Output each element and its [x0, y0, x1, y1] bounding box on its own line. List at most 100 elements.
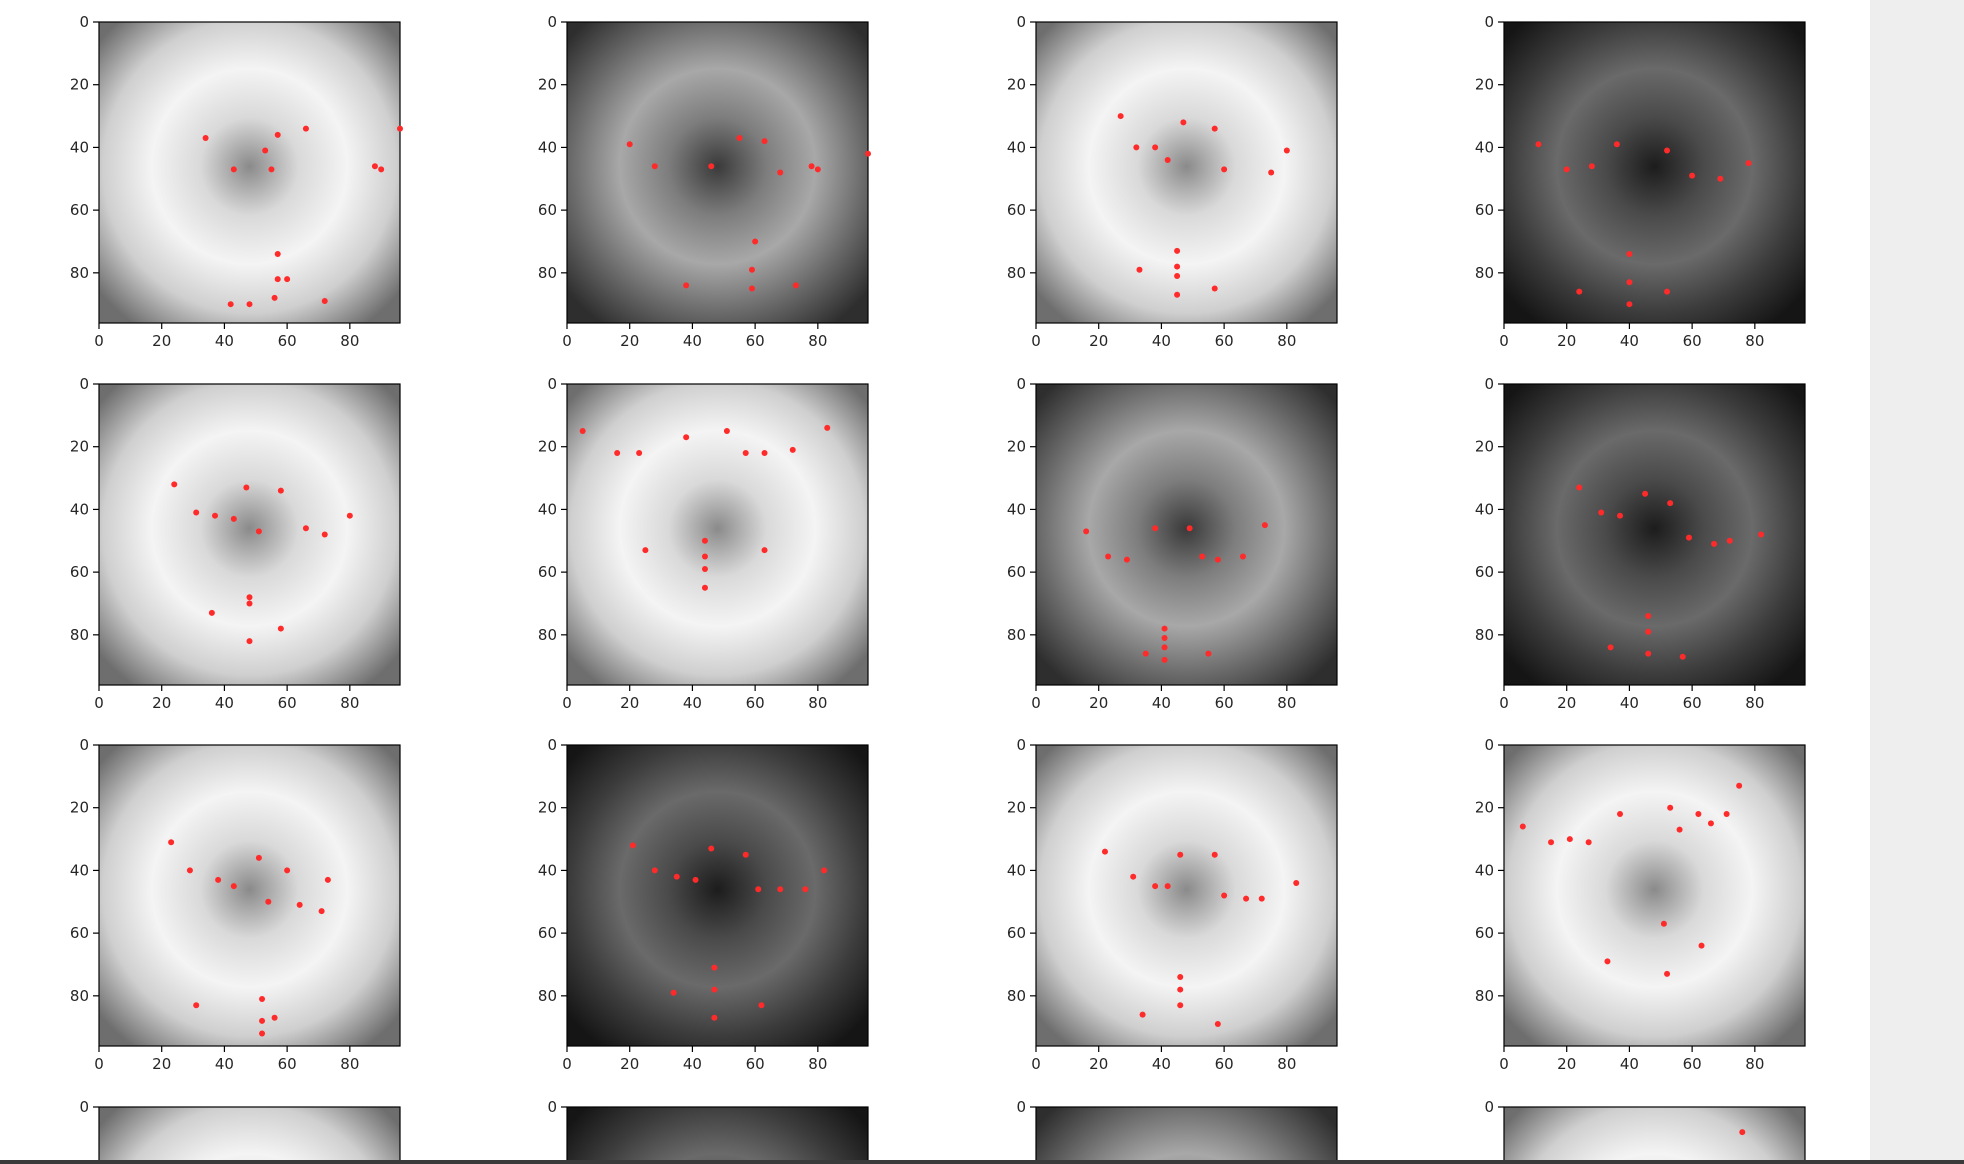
y-tick-label: 20	[1475, 799, 1494, 817]
keypoint-marker	[1758, 531, 1765, 538]
keypoint-marker	[1660, 920, 1667, 927]
keypoint-marker	[321, 531, 328, 538]
keypoint-marker	[1161, 656, 1168, 663]
keypoint-marker	[1626, 301, 1633, 308]
keypoint-marker	[1161, 644, 1168, 651]
keypoint-marker	[246, 600, 253, 607]
keypoint-marker	[789, 446, 796, 453]
y-tick-label: 60	[70, 201, 89, 219]
x-tick-label: 80	[808, 694, 827, 712]
x-tick-label: 80	[340, 694, 359, 712]
y-tick-label: 80	[538, 264, 557, 282]
y-tick-label: 60	[70, 563, 89, 581]
keypoint-marker	[1695, 810, 1702, 817]
x-tick-label: 0	[1031, 1055, 1041, 1073]
subplot-2: 0 20 40 60 80 0 20 40 60 80	[538, 13, 871, 350]
x-tick-label: 80	[1745, 332, 1764, 350]
keypoint-marker	[761, 547, 768, 554]
x-tick-label: 20	[1089, 1055, 1108, 1073]
keypoint-marker	[755, 886, 762, 893]
y-tick-label: 0	[1484, 1098, 1494, 1116]
keypoint-marker	[1258, 895, 1265, 902]
keypoint-marker	[302, 525, 309, 532]
y-tick-label: 40	[1475, 138, 1494, 156]
keypoint-marker	[1211, 125, 1218, 132]
keypoint-marker	[752, 238, 759, 245]
y-tick-label: 80	[1007, 987, 1026, 1005]
x-tick-label: 0	[1031, 332, 1041, 350]
y-tick-label: 20	[1007, 799, 1026, 817]
keypoint-marker	[711, 986, 718, 993]
keypoint-marker	[227, 301, 234, 308]
keypoint-marker	[636, 449, 643, 456]
y-tick-label: 60	[1007, 201, 1026, 219]
keypoint-marker	[626, 141, 633, 148]
right-gutter	[1870, 0, 1964, 1164]
keypoint-marker	[711, 964, 718, 971]
y-tick-label: 80	[1475, 987, 1494, 1005]
keypoint-marker	[1563, 166, 1570, 173]
axes-frame	[1035, 383, 1338, 686]
x-tick-label: 20	[620, 332, 639, 350]
keypoint-marker	[246, 301, 253, 308]
keypoint-marker	[692, 876, 699, 883]
x-tick-label: 60	[278, 694, 297, 712]
x-tick-label: 60	[746, 332, 765, 350]
subplot-grid: 0 20 40 60 80 0 20 40 60 80 0 20 40 60 80 0 20 40 60 80 0 20 4…	[69, 13, 1806, 1164]
keypoint-marker	[1698, 942, 1705, 949]
y-tick-label: 60	[538, 924, 557, 942]
keypoint-marker	[651, 163, 658, 170]
x-tick-label: 80	[1277, 1055, 1296, 1073]
x-tick-label: 80	[1745, 1055, 1764, 1073]
axes-frame	[566, 21, 869, 324]
keypoint-marker	[1617, 810, 1624, 817]
face-image	[1504, 745, 1805, 1046]
y-tick-label: 20	[538, 799, 557, 817]
subplot-8: 0 20 40 60 80 0 20 40 60 80	[1475, 375, 1806, 712]
keypoint-marker	[277, 487, 284, 494]
keypoint-marker	[346, 512, 353, 519]
y-tick-label: 40	[1007, 861, 1026, 879]
x-tick-label: 60	[746, 1055, 765, 1073]
keypoint-marker	[777, 169, 784, 176]
x-tick-label: 20	[152, 332, 171, 350]
y-tick-label: 80	[1007, 626, 1026, 644]
keypoint-marker	[1239, 553, 1246, 560]
x-tick-label: 20	[1557, 694, 1576, 712]
keypoint-marker	[1711, 540, 1718, 547]
keypoint-marker	[271, 1014, 278, 1021]
x-tick-label: 40	[683, 694, 702, 712]
keypoint-marker	[1130, 873, 1137, 880]
keypoint-marker	[1174, 272, 1181, 279]
keypoint-marker	[1667, 500, 1674, 507]
x-tick-label: 60	[1683, 694, 1702, 712]
face-image	[1036, 22, 1337, 323]
x-tick-label: 40	[1620, 332, 1639, 350]
keypoint-marker	[1566, 836, 1573, 843]
keypoint-marker	[1161, 634, 1168, 641]
x-tick-label: 0	[94, 694, 104, 712]
x-tick-label: 20	[620, 1055, 639, 1073]
keypoint-marker	[614, 449, 621, 456]
x-tick-label: 20	[1557, 1055, 1576, 1073]
keypoint-marker	[814, 166, 821, 173]
keypoint-marker	[1626, 279, 1633, 286]
face-image	[99, 745, 400, 1046]
x-tick-label: 20	[1089, 694, 1108, 712]
x-tick-label: 60	[1215, 694, 1234, 712]
x-tick-label: 80	[808, 332, 827, 350]
keypoint-marker	[1177, 974, 1184, 981]
keypoint-marker	[324, 876, 331, 883]
keypoint-marker	[642, 547, 649, 554]
y-tick-label: 40	[538, 861, 557, 879]
y-tick-label: 80	[538, 987, 557, 1005]
x-tick-label: 40	[1152, 332, 1171, 350]
keypoint-marker	[1745, 160, 1752, 167]
keypoint-marker	[1736, 782, 1743, 789]
keypoint-marker	[1707, 820, 1714, 827]
y-tick-label: 0	[79, 736, 89, 754]
keypoint-marker	[1588, 163, 1595, 170]
keypoint-marker	[742, 851, 749, 858]
keypoint-marker	[1268, 169, 1275, 176]
